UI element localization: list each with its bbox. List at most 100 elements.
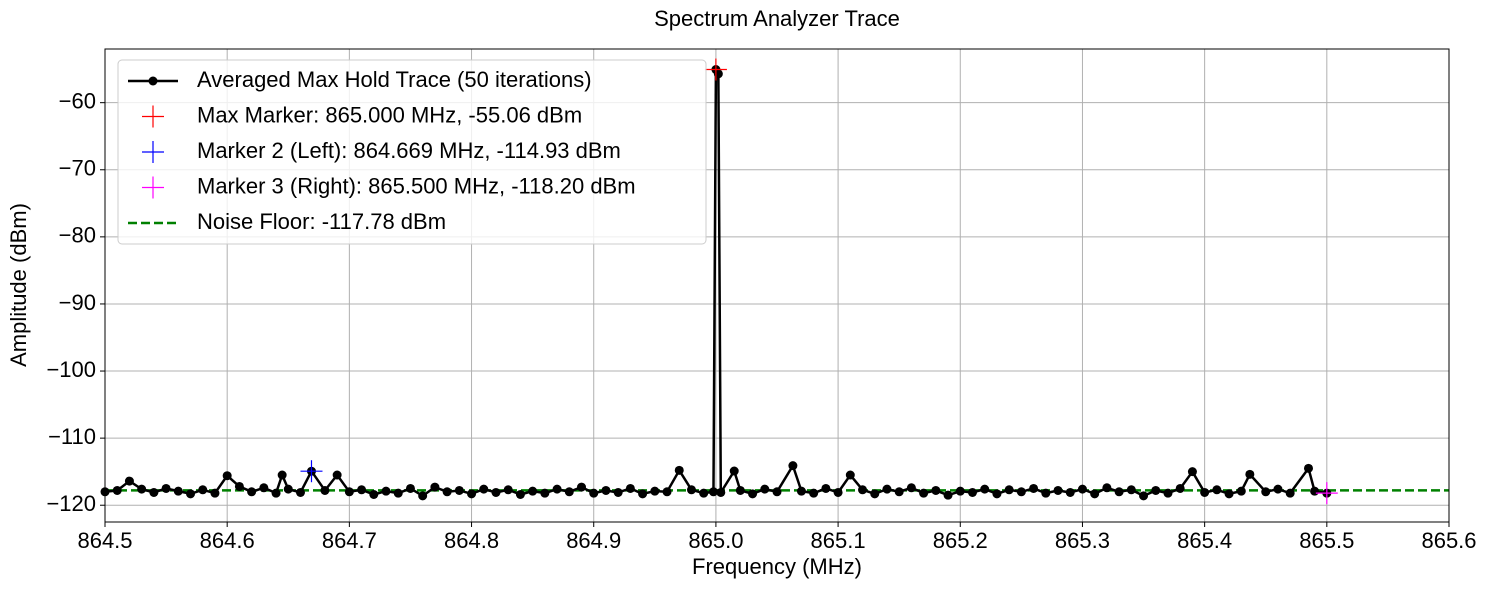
legend-label: Marker 3 (Right): 865.500 MHz, -118.20 d… xyxy=(197,173,636,198)
trace-point xyxy=(405,483,415,493)
trace-point xyxy=(528,486,538,496)
trace-point xyxy=(796,486,806,496)
x-tick-label: 865.3 xyxy=(1055,528,1110,553)
trace-point xyxy=(479,484,489,494)
trace-point xyxy=(1126,485,1136,495)
trace-point xyxy=(1245,469,1255,479)
trace-point xyxy=(650,486,660,496)
trace-point xyxy=(729,466,739,476)
trace-point xyxy=(234,481,244,491)
trace-point xyxy=(894,487,904,497)
x-tick-label: 865.6 xyxy=(1421,528,1476,553)
trace-point xyxy=(1212,485,1222,495)
trace-point xyxy=(222,471,232,481)
x-tick-label: 864.9 xyxy=(566,528,621,553)
trace-point xyxy=(1200,487,1210,497)
trace-point xyxy=(271,488,281,498)
trace-point xyxy=(906,483,916,493)
trace-point xyxy=(882,484,892,494)
trace-point xyxy=(601,485,611,495)
trace-point xyxy=(708,487,718,497)
trace-point xyxy=(515,489,525,499)
y-tick-label: −120 xyxy=(46,491,96,516)
trace-point xyxy=(625,483,635,493)
trace-point xyxy=(1310,486,1320,496)
legend-swatch-point xyxy=(148,76,158,86)
trace-point xyxy=(613,487,623,497)
trace-point xyxy=(713,69,723,79)
trace-point xyxy=(980,484,990,494)
trace-point xyxy=(858,485,868,495)
trace-point xyxy=(1090,489,1100,499)
trace-point xyxy=(1004,485,1014,495)
trace-point xyxy=(283,484,293,494)
trace-point xyxy=(589,488,599,498)
trace-point xyxy=(1053,485,1063,495)
trace-point xyxy=(393,488,403,498)
trace-point xyxy=(1041,488,1051,498)
trace-point xyxy=(454,485,464,495)
trace-point xyxy=(418,491,428,501)
trace-point xyxy=(1102,483,1112,493)
trace-point xyxy=(564,487,574,497)
trace-point xyxy=(919,488,929,498)
y-tick-label: −90 xyxy=(59,290,96,315)
trace-point xyxy=(992,489,1002,499)
trace-point xyxy=(137,484,147,494)
trace-point xyxy=(332,470,342,480)
trace-point xyxy=(674,465,684,475)
trace-point xyxy=(931,485,941,495)
trace-point xyxy=(1175,483,1185,493)
trace-point xyxy=(320,485,330,495)
y-tick-label: −60 xyxy=(59,88,96,113)
legend-label: Marker 2 (Left): 864.669 MHz, -114.93 dB… xyxy=(197,138,621,163)
trace-point xyxy=(1139,491,1149,501)
y-axis-label: Amplitude (dBm) xyxy=(6,203,31,367)
trace-point xyxy=(381,486,391,496)
trace-point xyxy=(369,489,379,499)
x-tick-label: 865.0 xyxy=(688,528,743,553)
x-tick-label: 865.5 xyxy=(1299,528,1354,553)
trace-point xyxy=(442,487,452,497)
trace-point xyxy=(845,470,855,480)
trace-point xyxy=(491,487,501,497)
x-tick-label: 865.2 xyxy=(933,528,988,553)
trace-point xyxy=(748,489,758,499)
trace-point xyxy=(809,488,819,498)
trace-point xyxy=(295,487,305,497)
x-tick-label: 864.5 xyxy=(77,528,132,553)
trace-point xyxy=(577,482,587,492)
trace-point xyxy=(955,486,965,496)
trace-point xyxy=(467,489,477,499)
trace-point xyxy=(943,490,953,500)
x-tick-label: 865.1 xyxy=(811,528,866,553)
marker-point xyxy=(1315,482,1338,505)
trace-point xyxy=(1273,484,1283,494)
trace-point xyxy=(716,487,726,497)
trace-point xyxy=(1236,486,1246,496)
trace-point xyxy=(198,485,208,495)
trace-point xyxy=(503,485,513,495)
trace-point xyxy=(1077,484,1087,494)
trace-point xyxy=(124,476,134,486)
trace-point xyxy=(1261,487,1271,497)
trace-point xyxy=(173,486,183,496)
trace-point xyxy=(357,485,367,495)
marker-point xyxy=(300,460,323,483)
legend-label: Noise Floor: -117.78 dBm xyxy=(197,209,446,234)
trace-point xyxy=(788,461,798,471)
trace-point xyxy=(277,470,287,480)
trace-point xyxy=(540,488,550,498)
trace-point xyxy=(1114,487,1124,497)
y-tick-label: −80 xyxy=(59,223,96,248)
trace-point xyxy=(1187,467,1197,477)
x-tick-label: 864.8 xyxy=(444,528,499,553)
trace-point xyxy=(430,482,440,492)
trace-point xyxy=(1303,463,1313,473)
trace-point xyxy=(735,485,745,495)
trace-point xyxy=(1163,488,1173,498)
trace-point xyxy=(1065,487,1075,497)
trace-point xyxy=(870,489,880,499)
y-tick-label: −110 xyxy=(48,424,96,449)
trace-point xyxy=(247,487,257,497)
